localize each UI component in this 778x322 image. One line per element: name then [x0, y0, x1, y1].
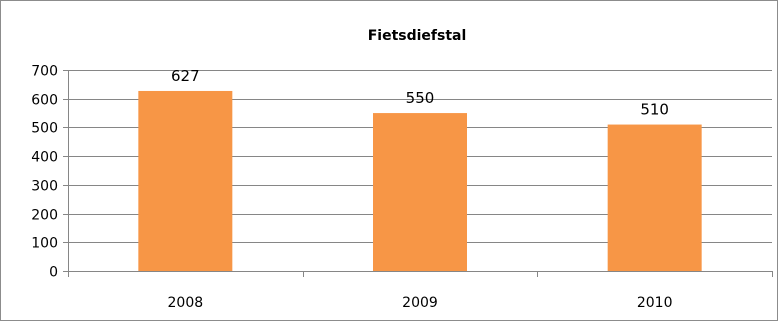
bar-2010: [607, 124, 702, 271]
x-tick-labels: 2008 2009 2010: [168, 295, 673, 311]
y-tick-label: 500: [31, 121, 58, 137]
data-label-2010: 510: [640, 101, 669, 119]
data-labels: 627 550 510: [171, 67, 669, 119]
x-tick-label: 2009: [402, 295, 438, 311]
chart-title: Fietsdiefstal: [368, 28, 467, 44]
bar-2008: [138, 90, 233, 271]
y-tick-label: 0: [49, 265, 58, 281]
y-tick-label: 600: [31, 93, 58, 109]
bars: [138, 90, 702, 271]
y-tick-label: 700: [31, 64, 58, 80]
x-tick-label: 2010: [637, 295, 673, 311]
data-label-2009: 550: [406, 89, 435, 107]
x-tick-label: 2008: [168, 295, 204, 311]
y-tick-labels: 0 100 200 300 400 500 600 700: [31, 64, 58, 281]
bar-2009: [373, 113, 467, 271]
y-tick-label: 300: [31, 179, 58, 195]
y-tick-label: 400: [31, 150, 58, 166]
y-tick-label: 200: [31, 208, 58, 224]
axes: [63, 70, 773, 277]
y-tick-label: 100: [31, 236, 58, 252]
data-label-2008: 627: [171, 67, 200, 85]
